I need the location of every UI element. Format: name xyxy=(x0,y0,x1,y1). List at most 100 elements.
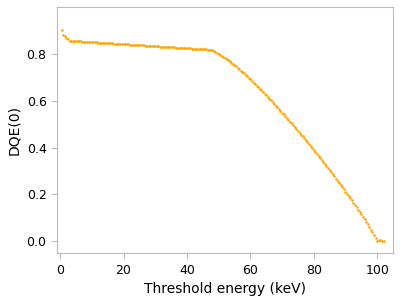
Point xyxy=(163,45,170,49)
Point xyxy=(70,38,76,43)
Point xyxy=(150,44,157,48)
Point xyxy=(263,93,270,98)
Point xyxy=(264,95,271,99)
Point xyxy=(134,43,141,48)
Point xyxy=(195,47,201,52)
Point xyxy=(228,60,234,65)
Point xyxy=(124,42,130,47)
Point xyxy=(322,161,328,166)
Point xyxy=(280,112,287,117)
Point xyxy=(127,42,133,47)
Point xyxy=(290,123,296,128)
Point xyxy=(255,85,262,90)
Point xyxy=(310,148,317,152)
Point xyxy=(317,155,323,160)
Point xyxy=(268,98,274,103)
Point xyxy=(147,43,154,48)
Point xyxy=(276,107,282,112)
Point xyxy=(78,39,84,44)
Point xyxy=(260,90,266,95)
Point xyxy=(212,49,219,54)
Point xyxy=(315,154,322,158)
Point xyxy=(170,45,176,50)
Point xyxy=(328,170,334,175)
Point xyxy=(293,127,300,132)
Point xyxy=(98,40,104,45)
Point xyxy=(349,198,355,203)
Point xyxy=(353,205,360,210)
Point xyxy=(106,41,112,46)
Point xyxy=(271,102,277,106)
Point xyxy=(246,75,252,80)
Point xyxy=(173,45,179,50)
Point xyxy=(88,40,95,45)
Point xyxy=(331,174,338,179)
Point xyxy=(364,222,371,227)
Point xyxy=(298,132,304,137)
Point xyxy=(338,182,344,187)
Point xyxy=(241,71,247,76)
Point xyxy=(252,82,258,86)
Point xyxy=(266,96,272,101)
Point xyxy=(81,39,87,44)
Point xyxy=(379,238,385,243)
Point xyxy=(231,63,238,68)
Point xyxy=(174,45,181,50)
Point xyxy=(125,42,132,47)
Point xyxy=(152,44,158,48)
Point xyxy=(176,45,182,50)
Point xyxy=(272,103,279,108)
Point xyxy=(160,44,166,49)
Point xyxy=(230,62,236,66)
Point xyxy=(314,152,320,156)
Point xyxy=(198,47,204,52)
Point xyxy=(277,108,284,113)
Point xyxy=(347,196,354,201)
Point xyxy=(157,44,163,49)
Point xyxy=(284,115,290,120)
Point xyxy=(282,114,288,118)
Point xyxy=(104,41,111,45)
Point xyxy=(101,41,108,45)
Point xyxy=(238,68,244,73)
Point xyxy=(360,215,366,219)
Point xyxy=(355,207,361,212)
Point xyxy=(377,238,384,243)
Point xyxy=(242,72,249,77)
Point xyxy=(236,67,242,72)
Point xyxy=(146,43,152,48)
Point xyxy=(68,38,74,43)
Point xyxy=(288,121,295,126)
Point xyxy=(136,43,142,48)
Point xyxy=(165,45,171,49)
Point xyxy=(154,44,160,49)
Point xyxy=(301,136,308,141)
Point xyxy=(200,47,206,52)
Point xyxy=(86,39,92,44)
Point xyxy=(244,74,250,79)
Point xyxy=(138,43,144,48)
Point xyxy=(62,34,68,39)
Point xyxy=(168,45,174,50)
Point xyxy=(333,176,339,181)
Point xyxy=(128,42,135,47)
Point xyxy=(220,55,227,60)
Point xyxy=(90,40,96,45)
Point xyxy=(361,217,368,222)
Point xyxy=(74,39,81,44)
Point xyxy=(371,233,377,238)
Point xyxy=(323,164,330,168)
Point xyxy=(214,51,220,55)
Point xyxy=(93,40,100,45)
Point xyxy=(117,42,124,46)
Point xyxy=(208,47,214,52)
Point xyxy=(222,56,228,61)
Point xyxy=(63,35,70,40)
Point xyxy=(274,105,280,110)
Point xyxy=(171,45,178,50)
Point xyxy=(119,42,125,46)
Point xyxy=(216,52,222,56)
Point xyxy=(130,42,136,47)
Point xyxy=(223,57,230,62)
Point xyxy=(339,185,346,190)
